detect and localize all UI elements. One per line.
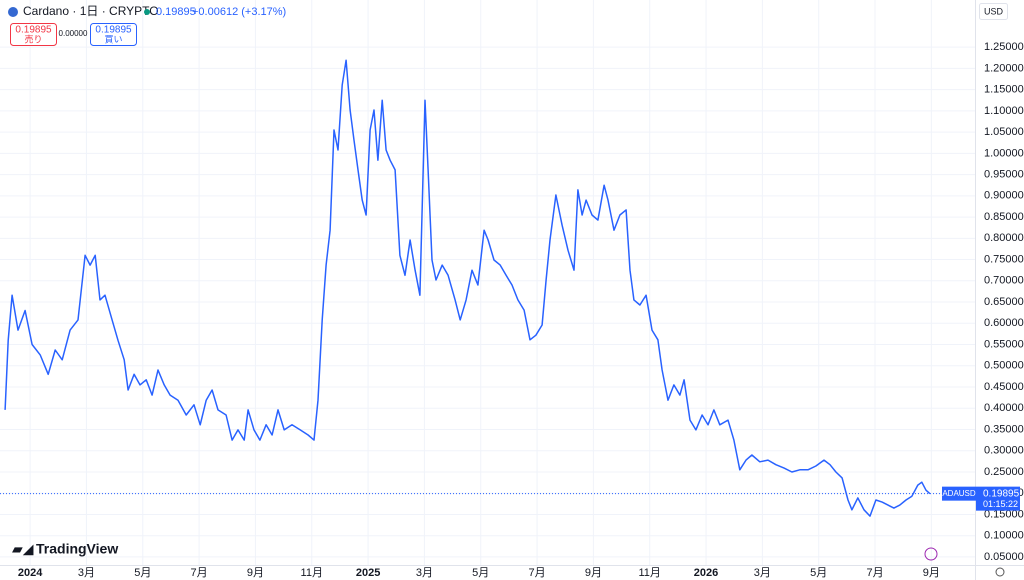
symbol: Cardano · 1日 · CRYPTO [23, 4, 159, 18]
y-tick-label: 0.80000 [984, 232, 1024, 244]
x-tick-label: 3月 [78, 567, 95, 579]
y-tick-label: 0.50000 [984, 360, 1024, 372]
y-tick-label: 0.05000 [984, 551, 1024, 563]
x-tick-label: 2025 [356, 567, 380, 579]
y-tick-label: 1.10000 [984, 105, 1024, 117]
y-tick-label: 1.20000 [984, 62, 1024, 74]
x-tick-label: 5月 [134, 567, 151, 579]
x-tick-label: 9月 [585, 567, 602, 579]
market-status [144, 9, 150, 15]
y-tick-label: 1.15000 [984, 84, 1024, 96]
buy-price[interactable]: 0.19895 [95, 25, 132, 36]
sell-label[interactable]: 売り [24, 33, 42, 44]
y-tick-label: 1.05000 [984, 126, 1024, 138]
logo-mark: ▰◢ [12, 541, 34, 557]
sell-price[interactable]: 0.19895 [15, 25, 52, 36]
currency[interactable]: USD [984, 6, 1004, 16]
price-line [4, 59, 931, 517]
currency-button[interactable] [979, 3, 1008, 20]
y-tick-label: 0.35000 [984, 423, 1024, 435]
x-tick-label: 5月 [810, 567, 827, 579]
x-tick-label: 7月 [529, 567, 546, 579]
x-tick-label: 2026 [694, 567, 718, 579]
brand: TradingView [36, 541, 118, 557]
x-tick-label: 3月 [754, 567, 771, 579]
y-tick-label: 1.00000 [984, 147, 1024, 159]
x-tick-label: 7月 [866, 567, 883, 579]
x-tick-label: 11月 [301, 567, 323, 579]
settings-icon[interactable] [995, 567, 1005, 577]
x-tick-label: 3月 [416, 567, 433, 579]
price-tag-value: 0.19895 [983, 488, 1020, 499]
countdown: 01:15:22 [983, 499, 1018, 509]
y-tick-label: 0.65000 [984, 296, 1024, 308]
x-tick-label: 7月 [191, 567, 208, 579]
y-tick-label: 0.30000 [984, 445, 1024, 457]
x-tick-label: 11月 [639, 567, 661, 579]
ticker-tag [942, 486, 976, 501]
sell-button[interactable] [10, 23, 57, 46]
ticker-name: ADAUSD [942, 489, 976, 498]
y-tick-label: 0.85000 [984, 211, 1024, 223]
change: +0.00612 (+3.17%) [192, 6, 286, 18]
x-tick-label: 5月 [472, 567, 489, 579]
y-tick-label: 0.55000 [984, 338, 1024, 350]
y-tick-label: 0.40000 [984, 402, 1024, 414]
spread: 0.00000 [59, 29, 88, 38]
y-tick-label: 0.70000 [984, 275, 1024, 287]
price-tag [976, 486, 1020, 511]
x-tick-label: 2024 [18, 567, 43, 579]
buy-label[interactable]: 買い [104, 34, 122, 44]
x-tick-label: 9月 [247, 567, 264, 579]
y-tick-label: 0.75000 [984, 253, 1024, 265]
y-tick-label: 0.15000 [984, 508, 1024, 520]
y-tick-label: 0.90000 [984, 190, 1024, 202]
buy-button[interactable] [90, 23, 137, 46]
coin-icon [8, 7, 18, 17]
price: 0.19895 [156, 6, 196, 18]
x-tick-label: 9月 [923, 567, 940, 579]
y-tick-label: 0.60000 [984, 317, 1024, 329]
y-tick-label: 0.25000 [984, 466, 1024, 478]
y-tick-label: 1.25000 [984, 41, 1024, 53]
y-tick-label: 0.45000 [984, 381, 1024, 393]
y-tick-label: 0.10000 [984, 530, 1024, 542]
event-icon[interactable] [924, 547, 938, 561]
y-tick-label: 0.95000 [984, 169, 1024, 181]
